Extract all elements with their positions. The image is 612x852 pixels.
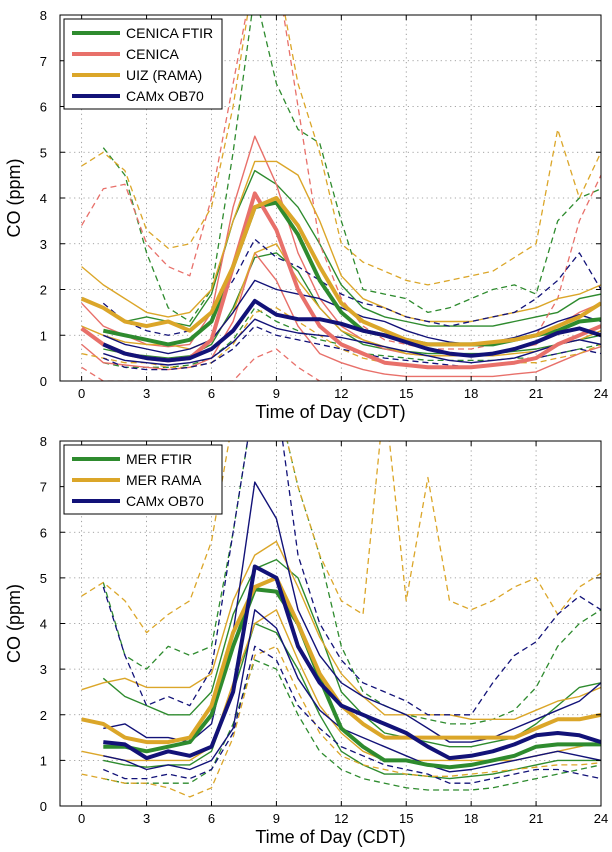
x-tick-label: 18 bbox=[464, 811, 478, 826]
x-tick-label: 24 bbox=[594, 386, 608, 401]
x-tick-label: 9 bbox=[273, 386, 280, 401]
x-tick-label: 15 bbox=[399, 811, 413, 826]
envelope-line-dashed bbox=[81, 441, 601, 634]
x-tick-label: 6 bbox=[208, 386, 215, 401]
x-tick-label: 0 bbox=[78, 386, 85, 401]
envelope-line-dashed bbox=[102, 441, 601, 716]
x-tick-label: 21 bbox=[529, 386, 543, 401]
tick-marks bbox=[60, 14, 602, 382]
envelope-line-dashed bbox=[102, 238, 601, 336]
x-tick-label: 21 bbox=[529, 811, 543, 826]
legend-label: CENICA bbox=[126, 46, 180, 62]
series-line-mer-ftir bbox=[103, 587, 601, 770]
envelope-line-dashed bbox=[103, 659, 601, 791]
envelope-line-dashed bbox=[103, 645, 601, 784]
plot-area bbox=[81, 441, 601, 798]
envelope-line-solid bbox=[103, 609, 601, 773]
x-tick-label: 18 bbox=[464, 386, 478, 401]
envelope-line-solid bbox=[102, 558, 601, 748]
y-tick-label: 3 bbox=[40, 237, 47, 252]
series-line-camx-ob70 bbox=[103, 564, 601, 761]
series-line-camx-ob70 bbox=[102, 298, 601, 363]
y-tick-label: 0 bbox=[40, 799, 47, 814]
legend: MER FTIR MER RAMA CAMx OB70 bbox=[63, 444, 223, 515]
legend-label: MER FTIR bbox=[126, 451, 192, 467]
envelope-line-solid bbox=[103, 622, 601, 780]
x-tick-label: 3 bbox=[143, 811, 150, 826]
y-tick-label: 1 bbox=[40, 753, 47, 768]
envelope-line-dashed bbox=[102, 441, 601, 725]
y-tick-label: 7 bbox=[40, 480, 47, 495]
y-tick-label: 8 bbox=[40, 8, 47, 23]
envelope-line-dashed bbox=[102, 15, 601, 323]
envelope-line-dashed bbox=[81, 15, 601, 286]
x-tick-label: 3 bbox=[143, 386, 150, 401]
legend: CENICA FTIR CENICA UIZ (RAMA) CAMx OB70 bbox=[63, 18, 223, 110]
y-tick-label: 2 bbox=[40, 283, 47, 298]
y-tick-label: 5 bbox=[40, 571, 47, 586]
y-tick-label: 6 bbox=[40, 100, 47, 115]
x-tick-label: 24 bbox=[594, 811, 608, 826]
envelope-line-solid bbox=[103, 318, 601, 366]
x-tick-label: 12 bbox=[334, 386, 348, 401]
envelope-line-solid bbox=[103, 252, 601, 359]
x-tick-label: 0 bbox=[78, 811, 85, 826]
x-tick-label: 6 bbox=[208, 811, 215, 826]
y-tick-label: 4 bbox=[40, 191, 47, 206]
y-tick-label: 5 bbox=[40, 145, 47, 160]
series-line-mer-rama bbox=[81, 575, 601, 745]
y-tick-label: 0 bbox=[40, 374, 47, 389]
y-axis-label: CO (ppm) bbox=[4, 584, 24, 663]
y-tick-label: 1 bbox=[40, 328, 47, 343]
series-line-uiz-rama bbox=[80, 196, 601, 347]
y-tick-label: 3 bbox=[40, 662, 47, 677]
tick-marks bbox=[60, 440, 602, 807]
plot-area bbox=[80, 15, 601, 381]
y-tick-label: 8 bbox=[40, 434, 47, 449]
y-axis-label: CO (ppm) bbox=[4, 158, 24, 237]
envelope-line-solid bbox=[102, 169, 601, 327]
y-tick-label: 4 bbox=[40, 617, 47, 632]
x-axis-label: Time of Day (CDT) bbox=[255, 402, 405, 422]
legend-label: CENICA FTIR bbox=[126, 25, 213, 41]
envelope-line-solid bbox=[81, 540, 601, 720]
legend-label: UIZ (RAMA) bbox=[126, 67, 202, 83]
x-axis-label: Time of Day (CDT) bbox=[255, 827, 405, 847]
envelope-line-solid bbox=[81, 252, 601, 378]
envelope-line-dashed bbox=[81, 15, 601, 350]
envelope-line-dashed bbox=[103, 325, 601, 371]
x-tick-label: 9 bbox=[273, 811, 280, 826]
envelope-line-dashed bbox=[81, 645, 601, 798]
x-tick-label: 15 bbox=[399, 386, 413, 401]
legend-label: CAMx OB70 bbox=[126, 88, 204, 104]
y-tick-label: 2 bbox=[40, 708, 47, 723]
legend-label: CAMx OB70 bbox=[126, 493, 204, 509]
legend-label: MER RAMA bbox=[126, 472, 202, 488]
y-tick-label: 7 bbox=[40, 54, 47, 69]
y-tick-label: 6 bbox=[40, 525, 47, 540]
x-tick-label: 12 bbox=[334, 811, 348, 826]
